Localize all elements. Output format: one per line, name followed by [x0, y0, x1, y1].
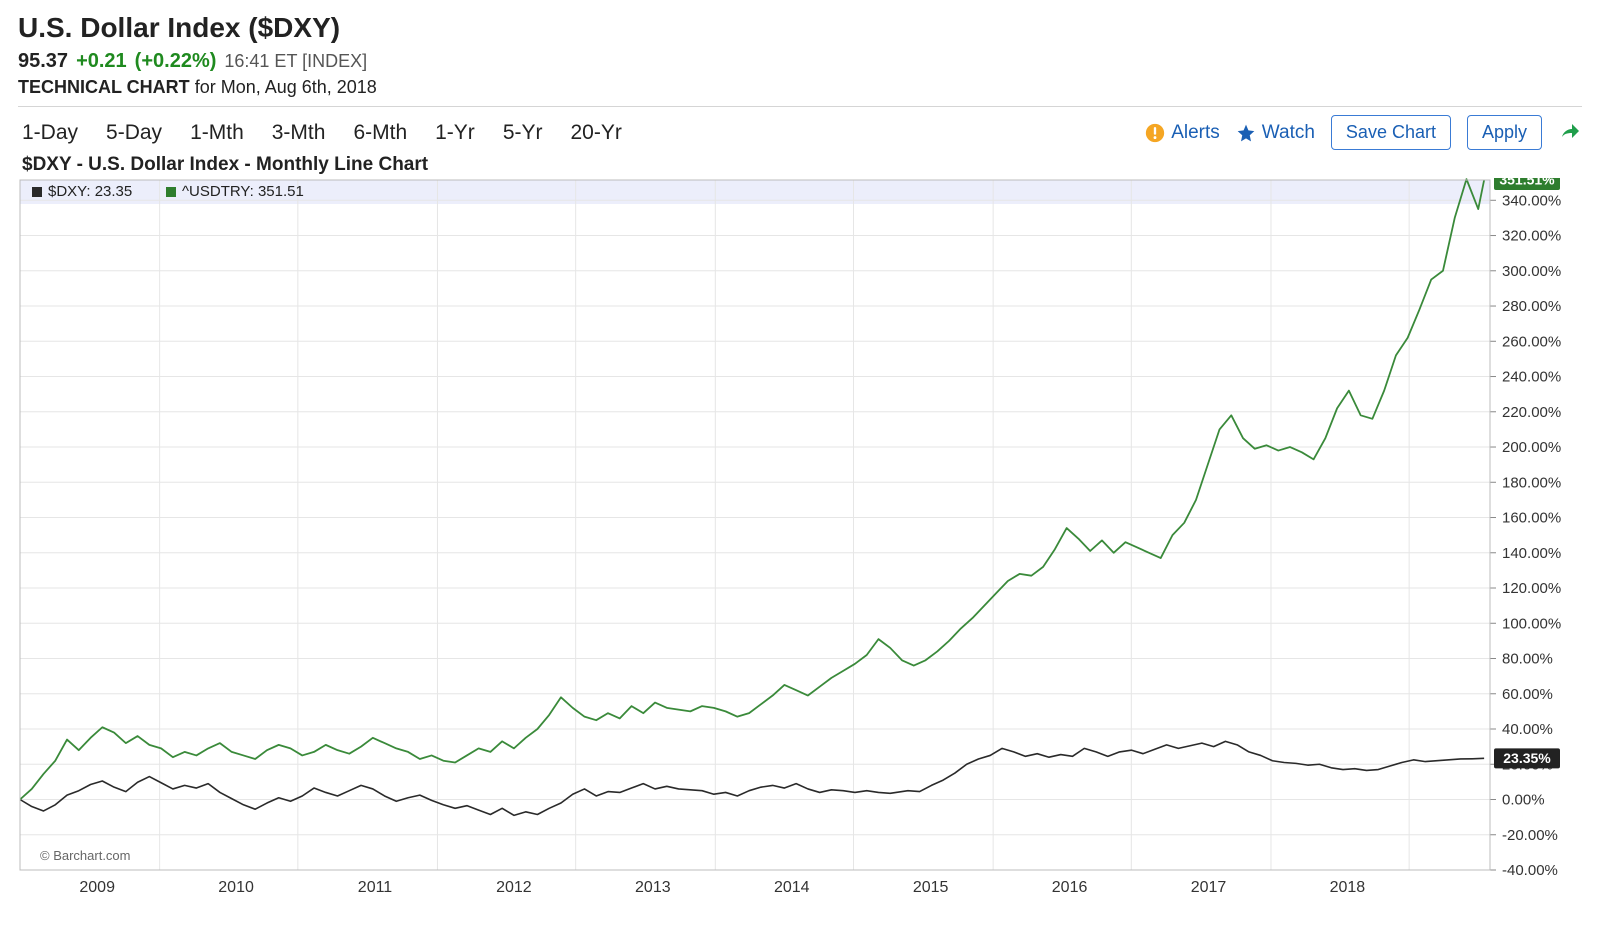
- svg-text:2011: 2011: [358, 879, 393, 896]
- svg-text:2016: 2016: [1052, 879, 1088, 896]
- svg-text:-20.00%: -20.00%: [1502, 827, 1558, 844]
- watch-label: Watch: [1262, 122, 1315, 144]
- range-3-mth[interactable]: 3-Mth: [272, 121, 326, 145]
- range-5-yr[interactable]: 5-Yr: [503, 121, 543, 145]
- svg-text:340.00%: 340.00%: [1502, 192, 1561, 209]
- svg-text:80.00%: 80.00%: [1502, 651, 1553, 668]
- alerts-label: Alerts: [1171, 122, 1220, 144]
- price-change-pct: (+0.22%): [135, 50, 217, 73]
- range-1-yr[interactable]: 1-Yr: [435, 121, 475, 145]
- last-price: 95.37: [18, 50, 68, 73]
- range-6-mth[interactable]: 6-Mth: [353, 121, 407, 145]
- technical-chart-label: TECHNICAL CHART: [18, 77, 190, 97]
- svg-text:220.00%: 220.00%: [1502, 404, 1561, 421]
- svg-text:160.00%: 160.00%: [1502, 510, 1561, 527]
- technical-chart-line: TECHNICAL CHART for Mon, Aug 6th, 2018: [18, 77, 1582, 98]
- quote-line: 95.37 +0.21 (+0.22%) 16:41 ET [INDEX]: [18, 50, 1582, 73]
- range-selector: 1-Day 5-Day 1-Mth 3-Mth 6-Mth 1-Yr 5-Yr …: [18, 121, 622, 145]
- svg-text:23.35%: 23.35%: [1503, 750, 1551, 766]
- star-icon: [1236, 123, 1256, 143]
- svg-text:300.00%: 300.00%: [1502, 263, 1561, 280]
- technical-chart-date: for Mon, Aug 6th, 2018: [195, 77, 377, 97]
- svg-text:$DXY: 23.35: $DXY: 23.35: [48, 183, 132, 200]
- svg-text:240.00%: 240.00%: [1502, 369, 1561, 386]
- range-1-day[interactable]: 1-Day: [22, 121, 78, 145]
- chart-subtitle: $DXY - U.S. Dollar Index - Monthly Line …: [22, 154, 1582, 176]
- svg-text:2015: 2015: [913, 879, 949, 896]
- svg-text:200.00%: 200.00%: [1502, 439, 1561, 456]
- svg-text:280.00%: 280.00%: [1502, 298, 1561, 315]
- svg-text:2017: 2017: [1191, 879, 1227, 896]
- svg-text:2013: 2013: [635, 879, 671, 896]
- apply-button[interactable]: Apply: [1467, 115, 1542, 150]
- svg-text:2010: 2010: [218, 879, 254, 896]
- svg-text:-40.00%: -40.00%: [1502, 862, 1558, 879]
- svg-text:351.51%: 351.51%: [1499, 178, 1555, 188]
- alert-icon: [1145, 123, 1165, 143]
- svg-text:260.00%: 260.00%: [1502, 333, 1561, 350]
- svg-text:2014: 2014: [774, 879, 810, 896]
- range-5-day[interactable]: 5-Day: [106, 121, 162, 145]
- svg-text:© Barchart.com: © Barchart.com: [40, 848, 131, 863]
- svg-text:^USDTRY: 351.51: ^USDTRY: 351.51: [182, 183, 304, 200]
- alerts-link[interactable]: Alerts: [1145, 122, 1220, 144]
- chart-svg: -40.00%-20.00%0.00%20.00%40.00%60.00%80.…: [18, 178, 1582, 898]
- svg-text:120.00%: 120.00%: [1502, 580, 1561, 597]
- svg-text:180.00%: 180.00%: [1502, 474, 1561, 491]
- svg-text:2018: 2018: [1330, 879, 1366, 896]
- quote-timestamp: 16:41 ET [INDEX]: [224, 51, 367, 72]
- svg-text:140.00%: 140.00%: [1502, 545, 1561, 562]
- svg-text:60.00%: 60.00%: [1502, 686, 1553, 703]
- page-title: U.S. Dollar Index ($DXY): [18, 12, 1582, 44]
- svg-text:100.00%: 100.00%: [1502, 615, 1561, 632]
- range-1-mth[interactable]: 1-Mth: [190, 121, 244, 145]
- svg-text:2009: 2009: [79, 879, 115, 896]
- watch-link[interactable]: Watch: [1236, 122, 1315, 144]
- svg-text:320.00%: 320.00%: [1502, 228, 1561, 245]
- svg-text:0.00%: 0.00%: [1502, 792, 1545, 809]
- price-change: +0.21: [76, 50, 127, 73]
- share-icon[interactable]: [1558, 121, 1582, 145]
- svg-text:40.00%: 40.00%: [1502, 721, 1553, 738]
- svg-text:2012: 2012: [496, 879, 532, 896]
- chart-container: -40.00%-20.00%0.00%20.00%40.00%60.00%80.…: [18, 178, 1582, 898]
- save-chart-button[interactable]: Save Chart: [1331, 115, 1451, 150]
- range-20-yr[interactable]: 20-Yr: [571, 121, 622, 145]
- divider: [18, 106, 1582, 107]
